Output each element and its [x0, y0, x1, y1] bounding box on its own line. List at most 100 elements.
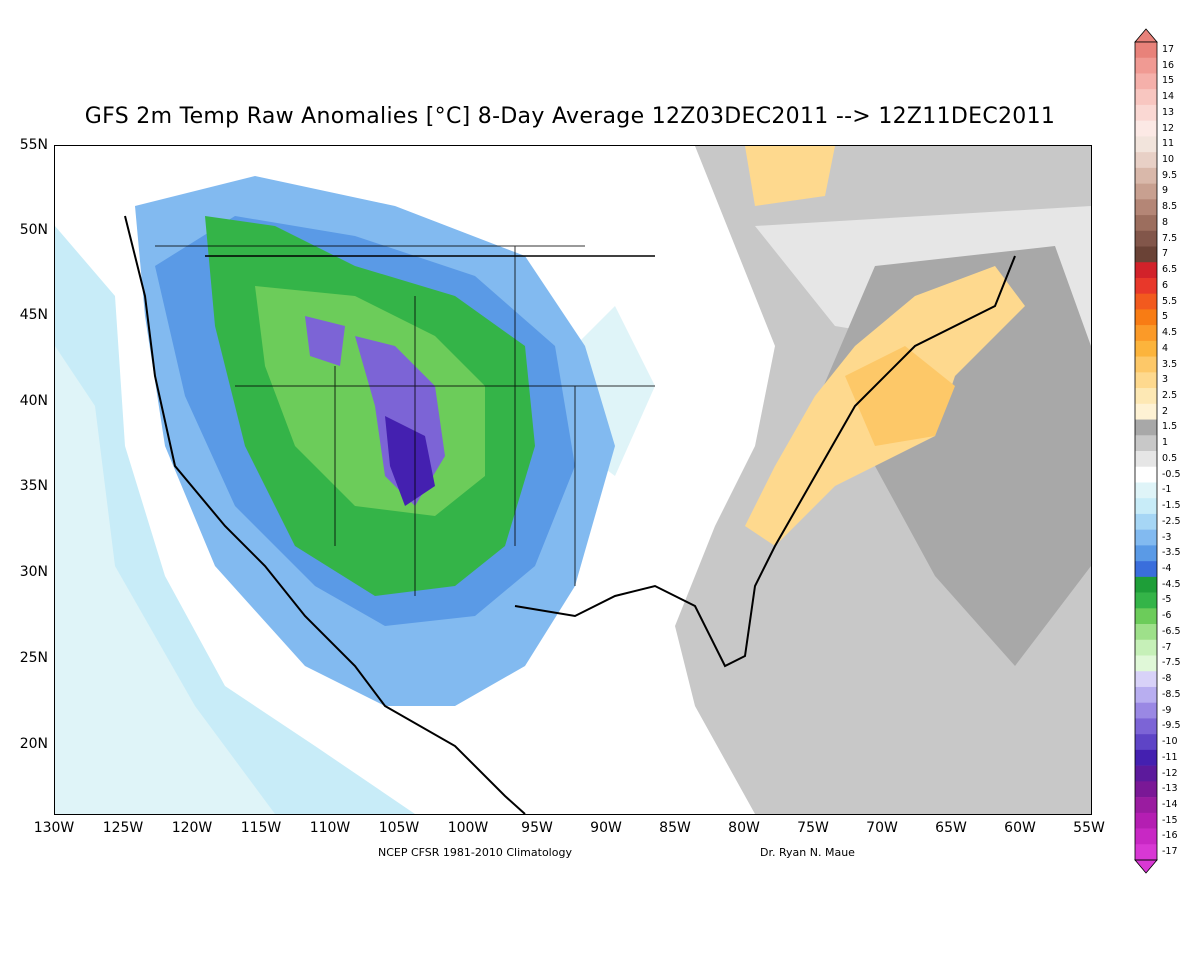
- colorbar-label: 6: [1162, 279, 1169, 291]
- colorbar-swatch: [1135, 372, 1157, 389]
- colorbar-label: 3.5: [1162, 358, 1178, 370]
- colorbar-swatch: [1135, 545, 1157, 562]
- colorbar-swatch: [1135, 797, 1157, 814]
- lon-label-130w: 130W: [33, 820, 75, 836]
- colorbar-label: -17: [1162, 846, 1178, 858]
- colorbar-swatch: [1135, 466, 1157, 483]
- colorbar-bottom-arrow: [1134, 859, 1158, 874]
- colorbar-label: 2: [1162, 405, 1169, 417]
- colorbar-swatch: [1135, 765, 1157, 782]
- lat-label-40n: 40N: [19, 393, 48, 409]
- colorbar-swatch: [1135, 246, 1157, 263]
- montana-cold-core: [305, 316, 345, 366]
- colorbar-swatch: [1135, 183, 1157, 200]
- lon-label-90w: 90W: [590, 820, 622, 836]
- colorbar-label: 11: [1162, 138, 1175, 150]
- colorbar-label: 9: [1162, 185, 1169, 197]
- climatology-credit: NCEP CFSR 1981-2010 Climatology: [378, 846, 572, 859]
- colorbar-swatch: [1135, 104, 1157, 121]
- lon-label-55w: 55W: [1073, 820, 1105, 836]
- colorbar-swatch: [1135, 482, 1157, 499]
- lat-label-45n: 45N: [19, 307, 48, 323]
- colorbar-label: 8: [1162, 216, 1169, 228]
- colorbar-swatch: [1135, 592, 1157, 609]
- lat-label-50n: 50N: [19, 222, 48, 238]
- state-borders: [155, 245, 655, 596]
- map-canvas: [55, 146, 1091, 814]
- anomaly-map: [54, 145, 1092, 815]
- colorbar-swatch: [1135, 561, 1157, 578]
- lat-label-25n: 25N: [19, 650, 48, 666]
- colorbar-label: 14: [1162, 91, 1175, 103]
- colorbar-swatch: [1135, 120, 1157, 137]
- colorbar-label: -6: [1162, 610, 1172, 622]
- colorbar-label: 1: [1162, 437, 1169, 449]
- lat-label-30n: 30N: [19, 564, 48, 580]
- colorbar-swatch: [1135, 451, 1157, 468]
- colorbar-label: -15: [1162, 814, 1178, 826]
- lon-label-80w: 80W: [728, 820, 760, 836]
- colorbar-label: -10: [1162, 736, 1178, 747]
- colorbar-label: -5: [1162, 594, 1172, 606]
- colorbar-label: 7: [1162, 248, 1169, 260]
- colorbar-swatch: [1135, 277, 1157, 294]
- colorbar-swatch: [1135, 215, 1157, 232]
- colorbar-label: 12: [1162, 122, 1175, 134]
- colorbar-swatch: [1135, 749, 1157, 766]
- quebec-warm-anomaly: [745, 146, 835, 206]
- lon-label-95w: 95W: [521, 820, 553, 836]
- colorbar-swatch: [1135, 230, 1157, 247]
- colorbar-swatch: [1135, 702, 1157, 719]
- colorado-coldest: [385, 416, 435, 506]
- pacific-coastline: [124, 215, 526, 814]
- colorbar-label: 0.5: [1162, 452, 1178, 464]
- colorbar-label: -14: [1162, 798, 1178, 810]
- colorbar-swatch: [1135, 686, 1157, 703]
- colorbar-swatch: [1135, 828, 1157, 845]
- colorbar-label: -16: [1162, 830, 1178, 842]
- colorbar-label: -8: [1162, 673, 1172, 685]
- lon-label-65w: 65W: [935, 820, 967, 836]
- colorbar-swatch: [1135, 671, 1157, 688]
- colorbar-label: 1.5: [1162, 421, 1178, 433]
- northeast-warm-core: [845, 346, 955, 446]
- colorbar-swatch: [1135, 42, 1157, 59]
- colorbar-swatch: [1135, 513, 1157, 530]
- colorbar-label: -0.5: [1162, 468, 1181, 480]
- lat-label-20n: 20N: [19, 736, 48, 752]
- lon-label-75w: 75W: [797, 820, 829, 836]
- colorbar-label: -12: [1162, 767, 1178, 779]
- colorbar-label: -11: [1162, 751, 1178, 763]
- lon-label-105w: 105W: [378, 820, 420, 836]
- colorbar-swatch: [1135, 576, 1157, 593]
- colorbar-label: -3: [1162, 531, 1172, 543]
- colorbar-swatch: [1135, 812, 1157, 829]
- colorbar-swatch: [1135, 419, 1157, 436]
- lon-label-70w: 70W: [866, 820, 898, 836]
- colorbar-label: 3: [1162, 374, 1169, 386]
- colorbar-label: 8.5: [1162, 201, 1178, 213]
- lon-label-125w: 125W: [102, 820, 144, 836]
- colorbar-swatch: [1135, 309, 1157, 326]
- pacific-light-anomaly: [55, 346, 275, 814]
- colorbar-label: -7.5: [1162, 657, 1181, 669]
- colorbar-label: -3.5: [1162, 547, 1181, 559]
- colorbar-label: 9.5: [1162, 169, 1178, 181]
- colorbar-swatch: [1135, 624, 1157, 641]
- colorbar-label: 2.5: [1162, 389, 1178, 401]
- colorbar-swatch: [1135, 73, 1157, 90]
- colorbar-label: -1.5: [1162, 500, 1181, 512]
- colorbar-swatch: [1135, 325, 1157, 342]
- colorbar-label: -4.5: [1162, 578, 1181, 590]
- colorbar-label: 13: [1162, 106, 1175, 118]
- colorbar-swatch: [1135, 136, 1157, 153]
- colorbar-swatch: [1135, 608, 1157, 625]
- colorbar-label: 4: [1162, 342, 1169, 354]
- colorbar-label: -6.5: [1162, 625, 1181, 637]
- colorbar-label: 7.5: [1162, 232, 1178, 244]
- colorbar-top-arrow: [1134, 28, 1158, 43]
- colorbar-label: -1: [1162, 484, 1172, 496]
- colorbar-label: -13: [1162, 783, 1178, 795]
- colorbar-label: 10: [1162, 154, 1175, 165]
- colorbar-label: 6.5: [1162, 264, 1178, 276]
